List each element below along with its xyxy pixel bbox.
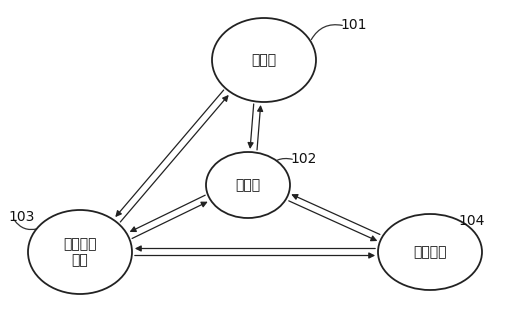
Text: 101: 101 bbox=[340, 18, 366, 32]
Ellipse shape bbox=[28, 210, 132, 294]
Ellipse shape bbox=[212, 18, 316, 102]
Text: 103: 103 bbox=[8, 210, 34, 224]
Ellipse shape bbox=[206, 152, 290, 218]
Ellipse shape bbox=[378, 214, 482, 290]
Text: 存储集群: 存储集群 bbox=[413, 245, 447, 259]
Text: 监控器: 监控器 bbox=[235, 178, 260, 192]
Text: 元数据服
务器: 元数据服 务器 bbox=[63, 237, 97, 267]
Text: 102: 102 bbox=[290, 152, 316, 166]
Text: 客户端: 客户端 bbox=[251, 53, 277, 67]
Text: 104: 104 bbox=[458, 214, 484, 228]
